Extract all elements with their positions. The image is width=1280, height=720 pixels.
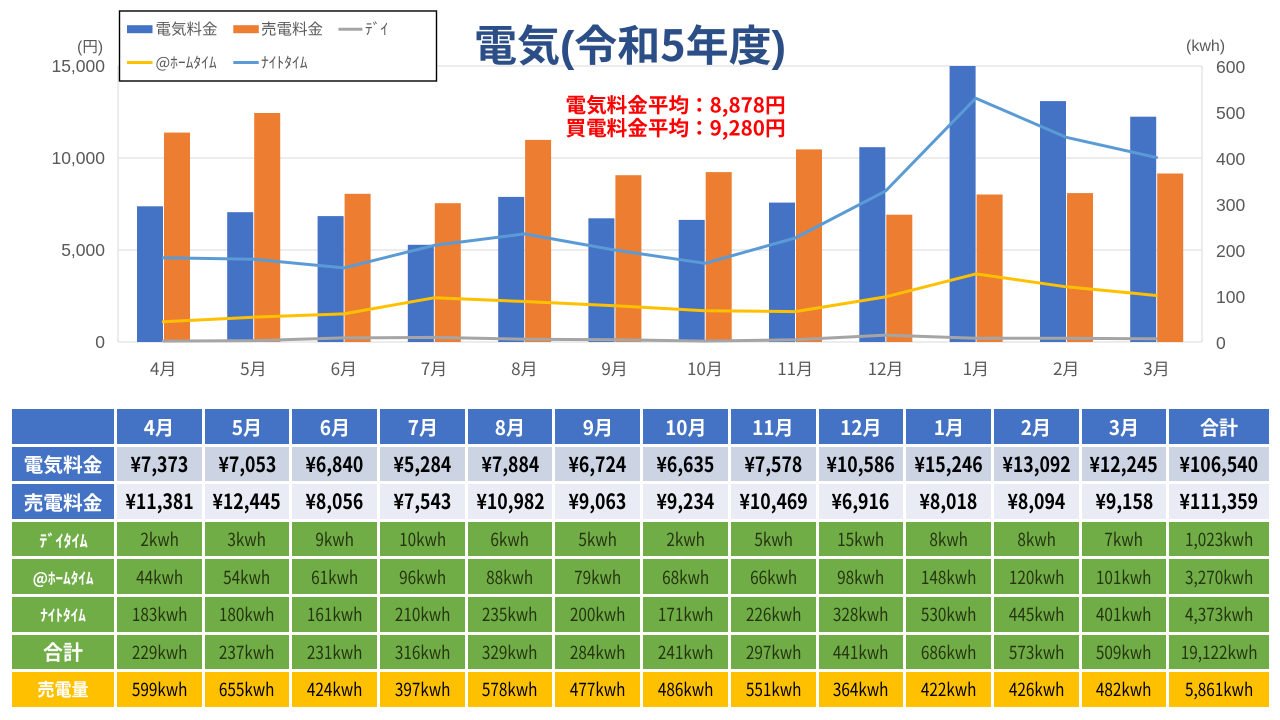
svg-text:11月: 11月 [777, 355, 813, 380]
svg-text:電気(令和5年度): 電気(令和5年度) [474, 12, 786, 74]
svg-text:8月: 8月 [511, 355, 537, 380]
svg-text:9月: 9月 [601, 355, 627, 380]
svg-text:ﾃﾞｲ: ﾃﾞｲ [365, 18, 388, 40]
svg-text:6月: 6月 [331, 355, 357, 380]
svg-text:2月: 2月 [1053, 355, 1079, 380]
svg-text:電気料金: 電気料金 [156, 18, 218, 40]
svg-text:15,000: 15,000 [51, 56, 105, 76]
svg-text:5月: 5月 [240, 355, 266, 380]
svg-text:3月: 3月 [1143, 355, 1169, 380]
svg-text:10,000: 10,000 [51, 148, 105, 168]
svg-text:5,000: 5,000 [61, 240, 105, 260]
svg-text:ﾅｲﾄﾀｲﾑ: ﾅｲﾄﾀｲﾑ [261, 51, 308, 73]
svg-text:100: 100 [1216, 287, 1245, 307]
svg-text:300: 300 [1216, 195, 1245, 215]
svg-text:4月: 4月 [150, 355, 176, 380]
svg-text:200: 200 [1216, 241, 1245, 261]
svg-text:7月: 7月 [421, 355, 447, 380]
svg-text:買電料金平均：9,280円: 買電料金平均：9,280円 [566, 112, 786, 142]
svg-text:400: 400 [1216, 149, 1245, 169]
svg-text:0: 0 [95, 332, 105, 352]
svg-text:売電料金: 売電料金 [261, 18, 323, 40]
svg-text:@ﾎｰﾑﾀｲﾑ: @ﾎｰﾑﾀｲﾑ [156, 51, 217, 73]
svg-text:1月: 1月 [963, 355, 989, 380]
svg-text:(円): (円) [77, 35, 103, 57]
svg-text:0: 0 [1216, 333, 1226, 353]
svg-text:500: 500 [1216, 103, 1245, 123]
svg-text:(kwh): (kwh) [1186, 38, 1225, 55]
svg-text:600: 600 [1216, 57, 1245, 77]
svg-text:電気料金平均：8,878円: 電気料金平均：8,878円 [566, 89, 786, 119]
svg-text:12月: 12月 [868, 355, 904, 380]
svg-text:10月: 10月 [687, 355, 723, 380]
